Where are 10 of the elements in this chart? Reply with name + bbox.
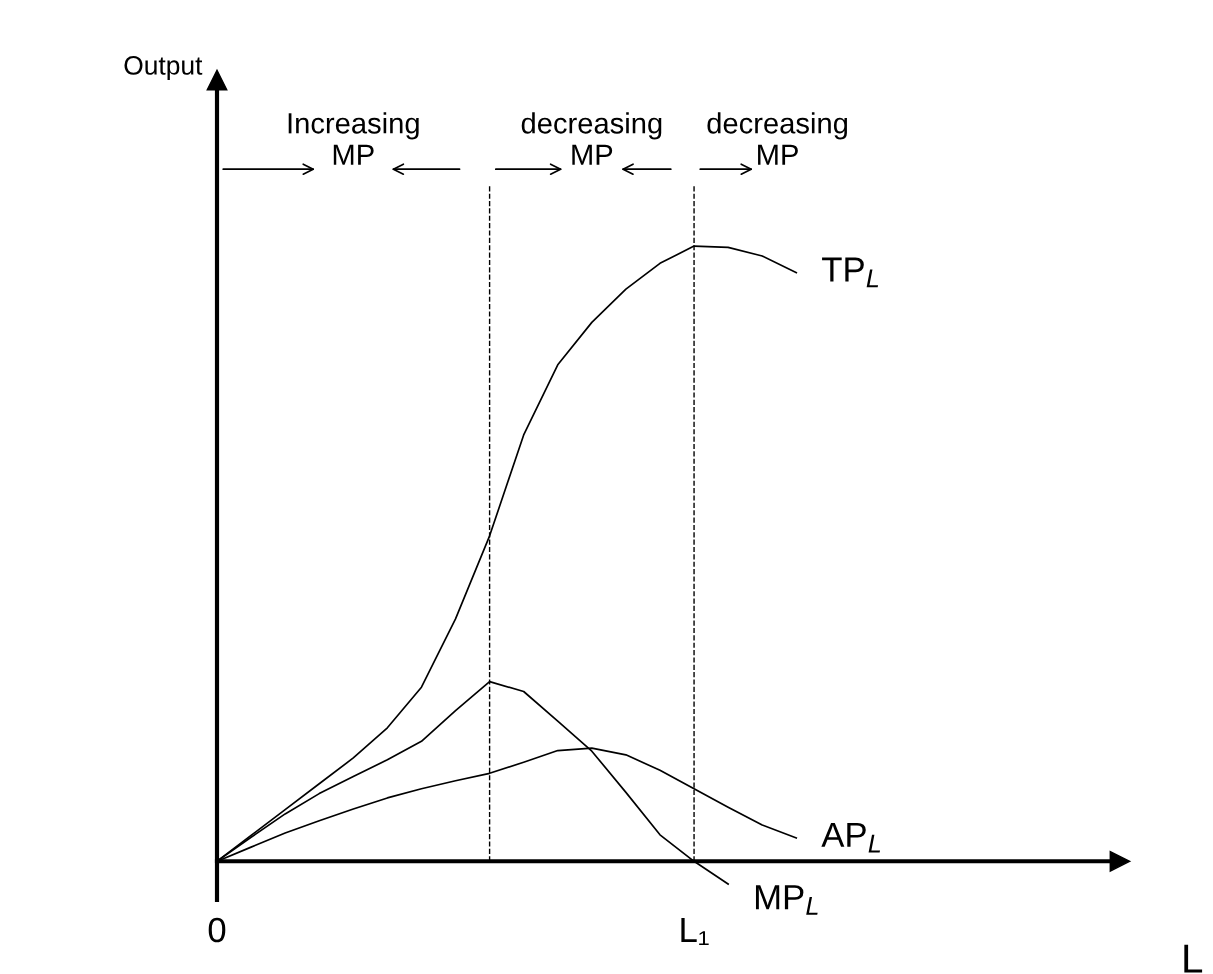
series-label: AP$_{L}$ bbox=[821, 822, 881, 853]
x-axis-title: L bbox=[1184, 944, 1203, 973]
x-tick-label: 0 bbox=[208, 917, 226, 943]
series-label: MP$_{L}$ bbox=[755, 885, 818, 915]
text: Increasing MP bbox=[288, 112, 419, 165]
text: Output bbox=[124, 56, 203, 80]
x-tick-label: L₁ bbox=[681, 918, 709, 945]
text: decreasing MP bbox=[521, 112, 662, 165]
series-label: TP$_{L}$ bbox=[822, 257, 879, 288]
text: decreasing MP bbox=[707, 112, 848, 165]
